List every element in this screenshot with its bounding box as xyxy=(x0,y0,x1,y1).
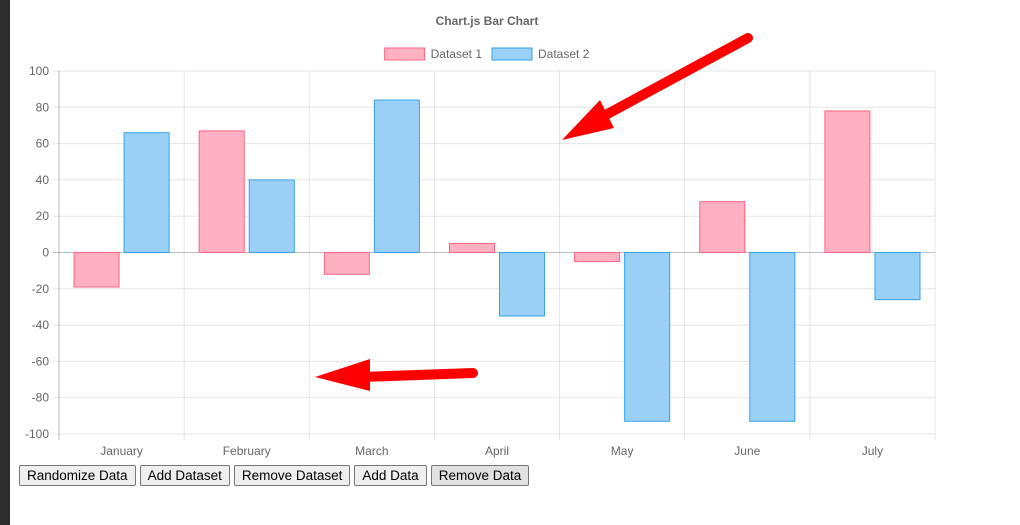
chart-bars xyxy=(73,99,921,422)
bar-2-april xyxy=(499,252,546,317)
y-tick-label: -20 xyxy=(32,282,50,296)
y-tick-label: -60 xyxy=(32,354,50,368)
legend-swatch xyxy=(491,47,533,61)
y-axis-ticks: 100 80 60 40 20 0 -20 -40 -60 -80 -100 xyxy=(25,64,49,441)
bar-2-july xyxy=(874,252,921,301)
randomize-data-button[interactable]: Randomize Data xyxy=(19,465,136,486)
chart-legend[interactable]: Dataset 1 Dataset 2 xyxy=(384,47,590,61)
add-data-button[interactable]: Add Data xyxy=(354,465,427,486)
chart-title: Chart.js Bar Chart xyxy=(436,14,539,28)
annotation-arrow-shaft xyxy=(357,368,478,382)
y-tick-label: 80 xyxy=(36,100,50,114)
chart-grid xyxy=(53,70,936,440)
y-tick-label: -80 xyxy=(32,391,50,405)
legend-label: Dataset 1 xyxy=(431,47,483,61)
bar-1-may xyxy=(574,252,621,263)
y-tick-label: -40 xyxy=(32,318,50,332)
bar-1-january xyxy=(73,252,120,288)
x-tick-label: April xyxy=(485,444,509,458)
bar-2-january xyxy=(123,132,170,254)
x-tick-label: May xyxy=(611,444,634,458)
y-tick-label: 100 xyxy=(29,64,49,78)
bar-chart: Chart.js Bar Chart Dataset 1 Dataset 2 10… xyxy=(25,14,936,458)
y-tick-label: 0 xyxy=(42,246,49,260)
x-tick-label: January xyxy=(100,444,143,458)
x-tick-label: June xyxy=(734,444,760,458)
bar-2-june xyxy=(749,252,796,422)
annotation-arrow-head xyxy=(315,359,370,391)
x-tick-label: March xyxy=(355,444,388,458)
remove-dataset-button[interactable]: Remove Dataset xyxy=(233,465,351,486)
x-axis-ticks: January February March April May June July xyxy=(100,444,883,458)
x-tick-label: February xyxy=(223,444,271,458)
bar-1-july xyxy=(824,110,871,254)
add-dataset-button[interactable]: Add Dataset xyxy=(139,465,230,486)
y-tick-label: 60 xyxy=(36,137,50,151)
legend-label: Dataset 2 xyxy=(538,47,590,61)
remove-data-button[interactable]: Remove Data xyxy=(430,465,530,486)
y-tick-label: 40 xyxy=(36,173,50,187)
annotations xyxy=(315,33,753,391)
bar-2-march xyxy=(373,99,420,254)
y-tick-label: 20 xyxy=(36,209,50,223)
annotation-arrow-head xyxy=(562,100,614,140)
legend-swatch xyxy=(384,47,426,61)
window-left-edge xyxy=(0,0,10,525)
bar-1-february xyxy=(198,130,245,254)
bar-1-march xyxy=(323,252,370,275)
bar-2-february xyxy=(248,179,295,253)
y-tick-label: -100 xyxy=(25,427,49,441)
annotation-arrow-shaft xyxy=(595,33,753,123)
x-tick-label: July xyxy=(862,444,883,458)
chart-controls: Randomize Data Add Dataset Remove Datase… xyxy=(19,465,530,486)
bar-1-june xyxy=(699,201,746,253)
bar-1-april xyxy=(448,242,495,254)
bar-2-may xyxy=(624,252,671,422)
